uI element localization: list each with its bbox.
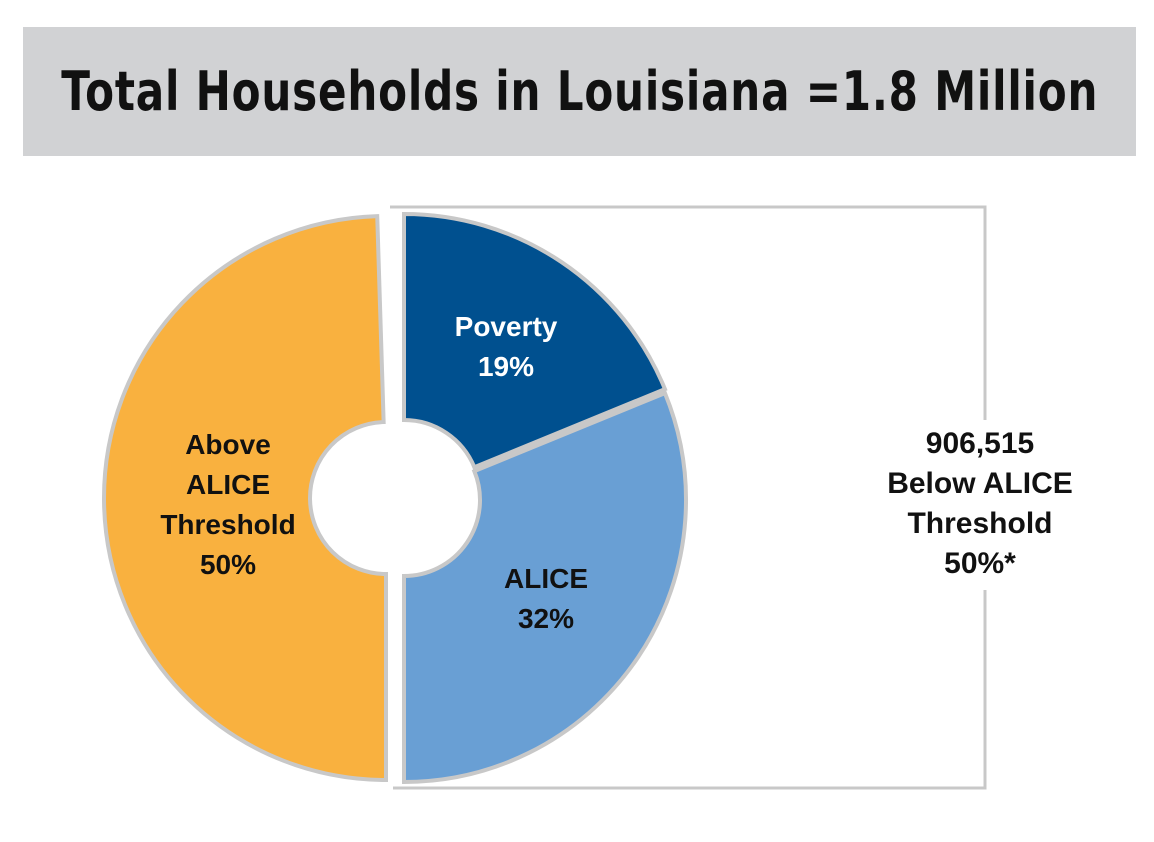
slice-label-poverty-0: Poverty [455,311,558,342]
below-alice-label-line1: Below ALICE [887,467,1073,500]
slice-alice [402,390,688,785]
below-alice-count: 906,515 [925,427,1035,460]
below-alice-summary: 906,515 Below ALICE Threshold 50%* [860,420,1100,588]
below-alice-bracket [390,205,987,790]
title-banner: Total Households in Louisiana =1.8 Milli… [23,27,1136,156]
slice-label-above-alice-threshold-1: ALICE [186,469,270,500]
slice-label-above-alice-threshold-2: Threshold [160,509,295,540]
chart-title: Total Households in Louisiana =1.8 Milli… [61,60,1099,123]
slice-label-alice-0: ALICE [504,563,588,594]
slice-label-alice-1: 32% [518,603,574,634]
slice-above-alice-threshold [101,214,388,783]
slice-label-above-alice-threshold-0: Above [185,429,271,460]
slice-label-poverty-1: 19% [478,351,534,382]
slice-poverty [402,211,668,470]
below-alice-percent: 50%* [944,547,1016,580]
slice-label-above-alice-threshold-3: 50% [200,549,256,580]
below-alice-label-line2: Threshold [907,507,1053,540]
